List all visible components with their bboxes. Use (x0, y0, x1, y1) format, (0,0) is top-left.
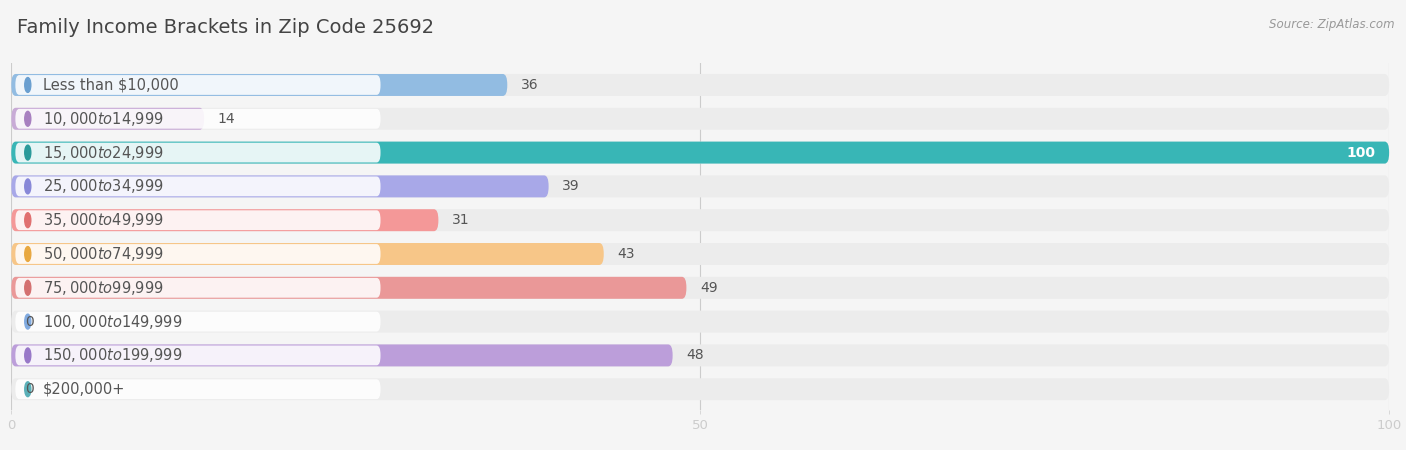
Circle shape (25, 247, 31, 261)
Circle shape (25, 314, 31, 329)
Text: 36: 36 (522, 78, 538, 92)
Text: $35,000 to $49,999: $35,000 to $49,999 (44, 211, 163, 229)
Text: Family Income Brackets in Zip Code 25692: Family Income Brackets in Zip Code 25692 (17, 18, 434, 37)
Circle shape (25, 213, 31, 228)
FancyBboxPatch shape (11, 378, 1389, 400)
Text: 100: 100 (1347, 146, 1375, 160)
FancyBboxPatch shape (11, 310, 1389, 333)
FancyBboxPatch shape (11, 74, 1389, 96)
FancyBboxPatch shape (11, 108, 204, 130)
FancyBboxPatch shape (15, 143, 381, 162)
Text: $50,000 to $74,999: $50,000 to $74,999 (44, 245, 163, 263)
Text: $15,000 to $24,999: $15,000 to $24,999 (44, 144, 163, 162)
FancyBboxPatch shape (11, 209, 439, 231)
Text: 14: 14 (218, 112, 236, 126)
Text: Source: ZipAtlas.com: Source: ZipAtlas.com (1270, 18, 1395, 31)
Circle shape (25, 348, 31, 363)
FancyBboxPatch shape (15, 346, 381, 365)
Text: 39: 39 (562, 180, 581, 194)
FancyBboxPatch shape (11, 209, 1389, 231)
FancyBboxPatch shape (11, 108, 1389, 130)
FancyBboxPatch shape (11, 277, 1389, 299)
FancyBboxPatch shape (11, 243, 1389, 265)
Circle shape (25, 111, 31, 126)
FancyBboxPatch shape (11, 176, 1389, 198)
Text: $150,000 to $199,999: $150,000 to $199,999 (44, 346, 183, 364)
Text: Less than $10,000: Less than $10,000 (44, 77, 179, 92)
FancyBboxPatch shape (15, 109, 381, 129)
FancyBboxPatch shape (11, 176, 548, 198)
FancyBboxPatch shape (11, 344, 1389, 366)
Text: 0: 0 (25, 382, 34, 396)
Text: 48: 48 (686, 348, 704, 362)
Text: 31: 31 (453, 213, 470, 227)
FancyBboxPatch shape (11, 243, 603, 265)
Circle shape (25, 145, 31, 160)
Circle shape (25, 280, 31, 295)
Text: $200,000+: $200,000+ (44, 382, 125, 397)
FancyBboxPatch shape (15, 75, 381, 95)
FancyBboxPatch shape (11, 142, 1389, 163)
Circle shape (25, 77, 31, 92)
FancyBboxPatch shape (15, 176, 381, 196)
FancyBboxPatch shape (15, 210, 381, 230)
Text: $10,000 to $14,999: $10,000 to $14,999 (44, 110, 163, 128)
Text: $100,000 to $149,999: $100,000 to $149,999 (44, 313, 183, 331)
FancyBboxPatch shape (11, 142, 1389, 163)
FancyBboxPatch shape (15, 278, 381, 298)
Circle shape (25, 179, 31, 194)
Text: $25,000 to $34,999: $25,000 to $34,999 (44, 177, 163, 195)
Text: 49: 49 (700, 281, 718, 295)
Circle shape (25, 382, 31, 396)
Text: 0: 0 (25, 315, 34, 328)
FancyBboxPatch shape (11, 344, 672, 366)
FancyBboxPatch shape (11, 277, 686, 299)
FancyBboxPatch shape (15, 244, 381, 264)
FancyBboxPatch shape (15, 312, 381, 332)
FancyBboxPatch shape (15, 379, 381, 399)
FancyBboxPatch shape (11, 74, 508, 96)
Text: 43: 43 (617, 247, 636, 261)
Text: $75,000 to $99,999: $75,000 to $99,999 (44, 279, 163, 297)
